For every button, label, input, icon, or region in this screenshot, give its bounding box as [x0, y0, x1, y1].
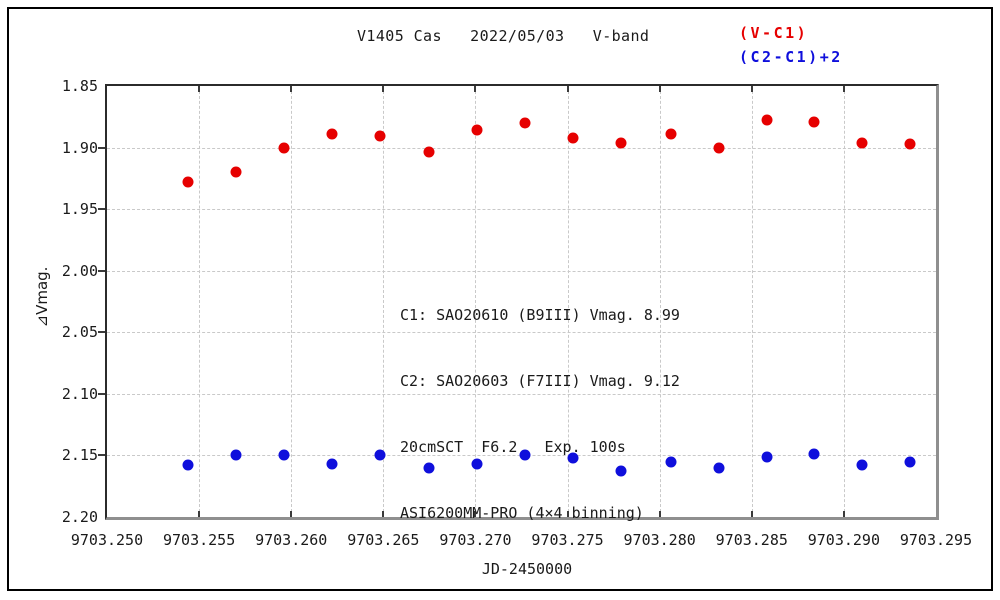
x-tick-mark	[198, 511, 201, 517]
annotation-line-camera: ASI6200MM-PRO (4×4 binning)	[400, 504, 644, 522]
x-tick-label: 9703.255	[162, 531, 236, 549]
x-gridline	[659, 86, 661, 517]
x-tick-label: 9703.250	[70, 531, 144, 549]
data-point-v-c1	[615, 137, 627, 149]
data-point-v-c1	[326, 128, 338, 140]
data-point-v-c1	[567, 132, 579, 144]
data-point-v-c1	[519, 117, 531, 129]
x-tick-mark	[658, 511, 661, 517]
data-point-c2-c1	[761, 451, 772, 463]
y-tick-mark	[98, 269, 105, 272]
x-tick-label: 9703.285	[715, 531, 788, 549]
annotation-line-c2: C2: SAO20603 (F7III) Vmag. 9.12	[400, 372, 680, 390]
y-tick-mark	[98, 146, 105, 149]
x-tick-mark	[474, 511, 477, 517]
data-point-v-c1	[713, 142, 725, 154]
x-gridline	[291, 86, 293, 517]
data-point-c2-c1	[182, 459, 194, 471]
data-point-v-c1	[423, 146, 435, 158]
x-gridline	[383, 86, 385, 517]
x-tick-mark	[382, 511, 385, 517]
x-tick-mark	[290, 511, 293, 517]
data-point-c2-c1	[374, 449, 386, 461]
data-point-c2-c1	[471, 458, 483, 470]
y-tick-label: 2.20	[61, 508, 98, 526]
y-gridline	[107, 209, 936, 211]
data-point-c2-c1	[904, 456, 916, 468]
data-point-c2-c1	[713, 462, 725, 474]
data-point-v-c1	[761, 114, 772, 126]
annotation-block: C1: SAO20610 (B9III) Vmag. 8.99 C2: SAO2…	[400, 260, 680, 568]
data-point-v-c1	[904, 138, 916, 150]
x-tick-label: 9703.270	[439, 531, 512, 549]
x-axis-label: JD-2450000	[481, 560, 573, 578]
y-tick-label: 2.00	[61, 261, 98, 280]
x-tick-mark	[566, 511, 569, 517]
y-tick-mark	[98, 331, 105, 334]
x-tick-mark	[290, 86, 293, 92]
x-tick-label: 9703.290	[807, 531, 880, 549]
x-tick-mark	[474, 86, 477, 92]
x-tick-label: 9703.265	[347, 531, 420, 549]
y-tick-label: 1.90	[61, 138, 98, 157]
annotation-line-c1: C1: SAO20610 (B9III) Vmag. 8.99	[400, 306, 680, 324]
data-point-v-c1	[808, 116, 820, 128]
data-point-c2-c1	[278, 449, 290, 461]
data-point-v-c1	[230, 166, 242, 178]
y-tick-mark	[98, 392, 105, 395]
x-tick-mark	[842, 86, 845, 92]
chart-title: V1405 Cas 2022/05/03 V-band	[357, 27, 650, 45]
y-gridline	[107, 332, 936, 334]
data-point-v-c1	[374, 130, 386, 142]
data-point-v-c1	[856, 137, 868, 149]
y-tick-label: 2.05	[61, 323, 98, 342]
x-tick-label: 9703.260	[255, 531, 328, 549]
x-tick-label: 9703.295	[899, 531, 973, 549]
data-point-v-c1	[278, 142, 290, 154]
data-point-c2-c1	[808, 448, 820, 460]
annotation-line-telescope: 20cmSCT F6.2 Exp. 100s	[400, 438, 626, 456]
x-gridline	[843, 86, 845, 517]
data-point-c2-c1	[230, 449, 242, 461]
x-gridline	[199, 86, 201, 517]
data-point-c2-c1	[615, 465, 627, 477]
data-point-c2-c1	[326, 458, 338, 470]
x-tick-mark	[750, 511, 753, 517]
y-gridline	[107, 393, 936, 395]
x-tick-mark	[198, 86, 201, 92]
x-tick-mark	[566, 86, 569, 92]
y-tick-mark	[98, 454, 105, 457]
data-point-c2-c1	[856, 459, 868, 471]
y-tick-label: 1.95	[61, 200, 98, 219]
x-tick-label: 9703.280	[623, 531, 696, 549]
x-gridline	[475, 86, 477, 517]
x-tick-mark	[842, 511, 845, 517]
data-point-c2-c1	[423, 462, 435, 474]
y-tick-label: 2.15	[61, 446, 98, 465]
data-point-v-c1	[182, 176, 194, 188]
x-gridline	[567, 86, 569, 517]
y-tick-label: 2.10	[61, 384, 98, 403]
data-point-v-c1	[665, 128, 677, 140]
x-tick-mark	[658, 86, 661, 92]
legend-entry-c2-c1: (C2-C1)+2	[739, 48, 843, 66]
legend-entry-v-c1: (V-C1)	[739, 24, 809, 42]
y-tick-label: 1.85	[61, 77, 98, 95]
y-gridline	[107, 270, 936, 272]
plot-area	[98, 84, 939, 520]
data-point-c2-c1	[665, 456, 677, 468]
x-tick-mark	[382, 86, 385, 92]
x-tick-mark	[750, 86, 753, 92]
data-point-v-c1	[471, 124, 483, 136]
y-tick-mark	[98, 208, 105, 211]
x-tick-label: 9703.275	[531, 531, 604, 549]
x-gridline	[751, 86, 753, 517]
data-point-c2-c1	[567, 452, 579, 464]
y-gridline	[107, 147, 936, 149]
data-point-c2-c1	[519, 449, 531, 461]
